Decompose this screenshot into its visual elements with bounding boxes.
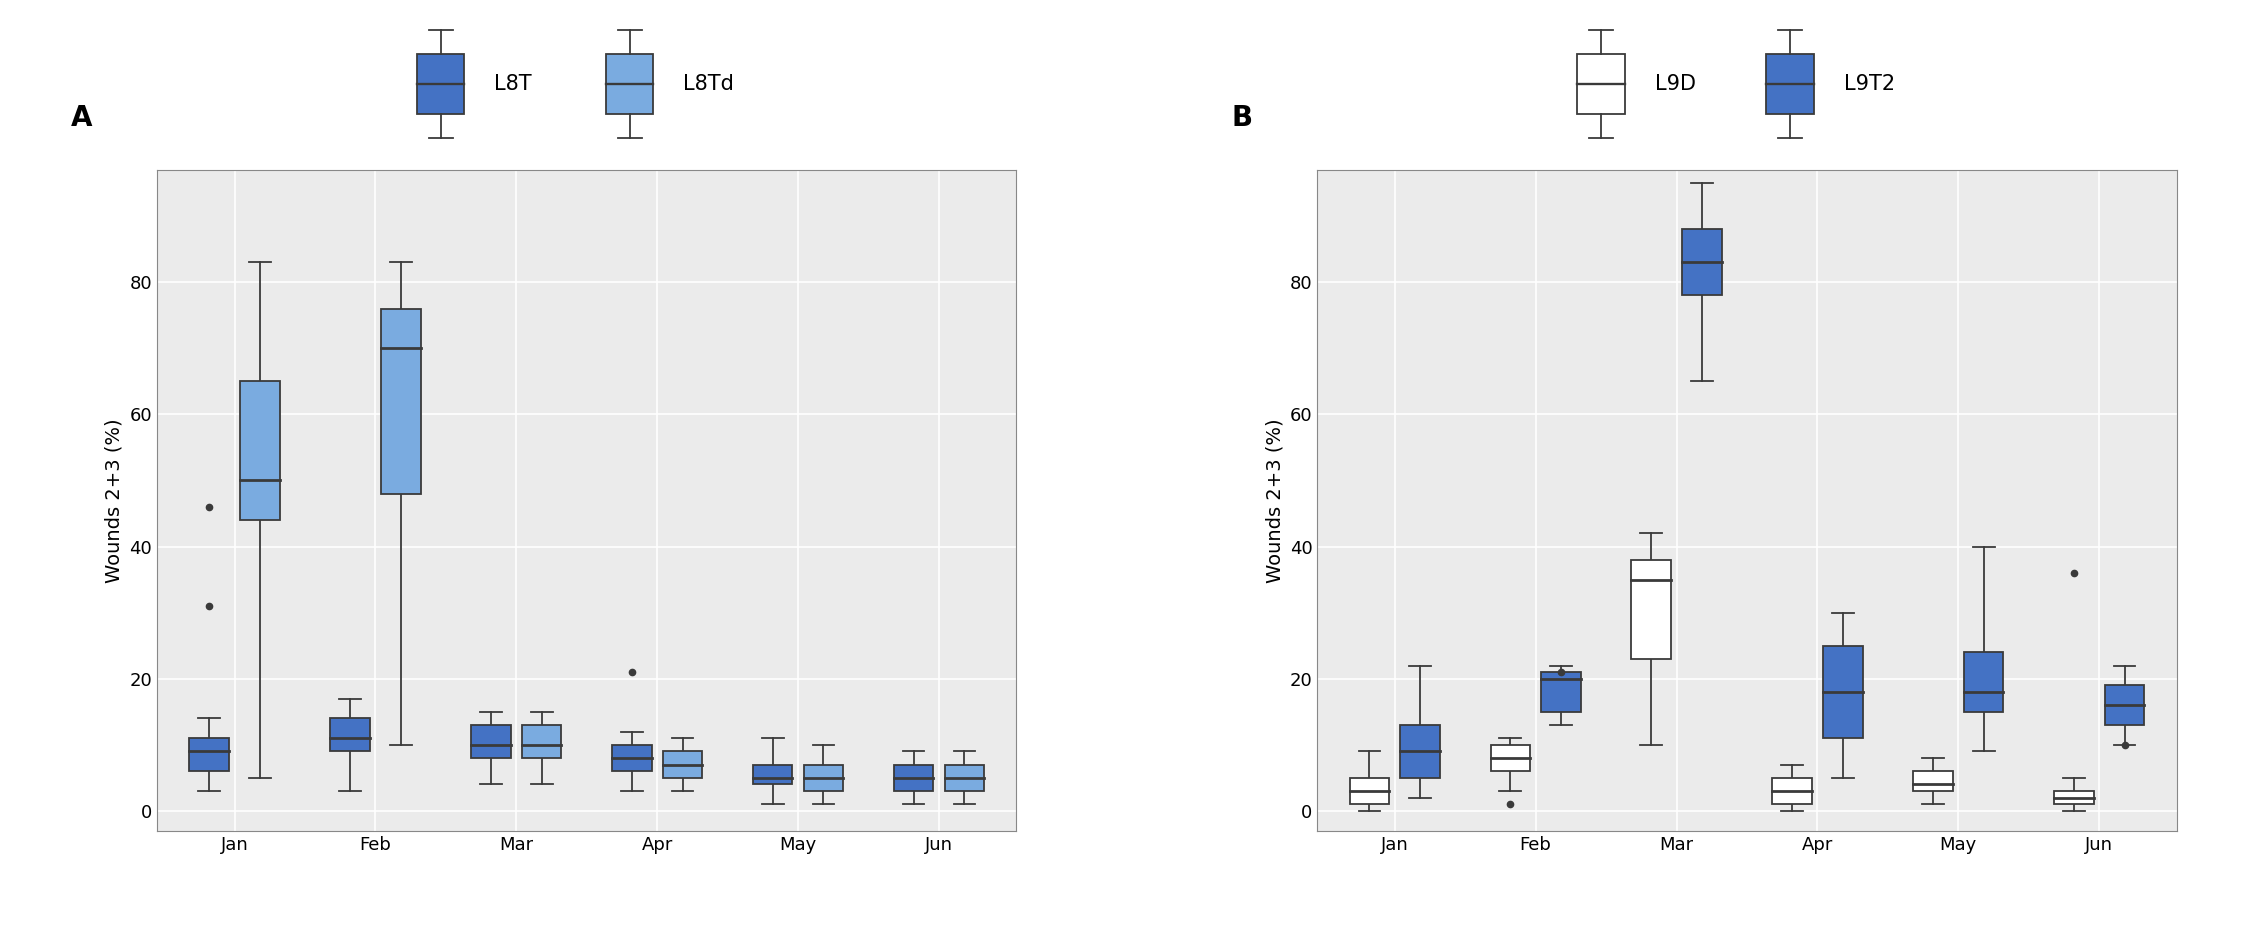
Bar — [754, 765, 792, 784]
Bar — [1914, 771, 1952, 791]
Bar — [606, 54, 653, 114]
Text: L8Td: L8Td — [684, 74, 734, 94]
Bar — [188, 738, 229, 771]
Y-axis label: Wounds 2+3 (%): Wounds 2+3 (%) — [1266, 418, 1284, 582]
Y-axis label: Wounds 2+3 (%): Wounds 2+3 (%) — [105, 418, 123, 582]
Bar — [662, 751, 702, 778]
Text: A: A — [72, 104, 92, 132]
Bar — [381, 309, 420, 494]
Bar — [1822, 646, 1863, 738]
Bar — [240, 381, 280, 520]
Bar — [1773, 778, 1811, 804]
Text: L9T2: L9T2 — [1845, 74, 1894, 94]
Bar — [1578, 54, 1625, 114]
Bar — [1542, 672, 1580, 712]
Text: L9D: L9D — [1654, 74, 1696, 94]
Bar — [945, 765, 985, 791]
Bar — [2105, 685, 2145, 725]
Bar — [1490, 745, 1530, 771]
Text: B: B — [1232, 104, 1252, 132]
Bar — [523, 725, 561, 758]
Bar — [2053, 791, 2094, 804]
Bar — [803, 765, 844, 791]
Bar — [1349, 778, 1389, 804]
Text: L8T: L8T — [494, 74, 532, 94]
Bar — [1683, 229, 1721, 295]
Bar — [1400, 725, 1441, 778]
Bar — [417, 54, 465, 114]
Bar — [1964, 652, 2004, 712]
Bar — [471, 725, 512, 758]
Bar — [1631, 560, 1672, 659]
Bar — [1766, 54, 1813, 114]
Bar — [613, 745, 651, 771]
Bar — [893, 765, 934, 791]
Bar — [330, 718, 370, 751]
